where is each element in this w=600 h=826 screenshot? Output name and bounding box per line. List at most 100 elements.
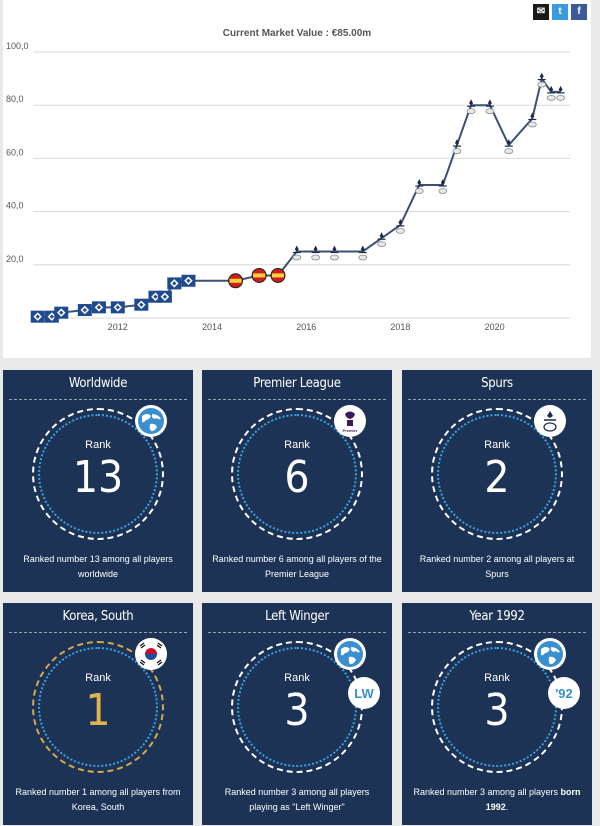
rank-number: 13 xyxy=(72,452,124,503)
rank-desc-bold: born 1992 xyxy=(485,787,581,812)
rank-label: Rank xyxy=(85,672,111,684)
rank-label: Rank xyxy=(284,439,310,451)
rank-label: Rank xyxy=(484,439,510,451)
share-mail-button[interactable]: ✉ xyxy=(533,4,549,20)
data-point-hsv-crest xyxy=(110,301,125,314)
x-tick-label: 2014 xyxy=(202,322,222,332)
rank-number: 6 xyxy=(284,452,310,503)
rank-description: Ranked number 2 among all players at Spu… xyxy=(419,554,575,579)
rank-tile-2: Spurs Rank 2 Ranked number 2 among all p… xyxy=(402,370,592,592)
rank-label: Rank xyxy=(484,672,510,684)
data-point-spurs-crest xyxy=(438,179,448,194)
data-point-spurs-crest xyxy=(377,232,386,248)
divider xyxy=(9,632,187,633)
x-tick-label: 2016 xyxy=(296,322,316,332)
data-point-spurs-crest xyxy=(466,99,476,115)
data-point-spurs-crest xyxy=(414,179,424,194)
share-facebook-button[interactable]: f xyxy=(571,4,587,20)
rank-tile-5: Year 1992 Rank 3 Ranked number 3 among a… xyxy=(402,603,592,825)
spurs-crest xyxy=(534,405,566,437)
rank-tile-title: Korea, South xyxy=(62,609,134,624)
rank-tile-title: Year 1992 xyxy=(469,609,525,624)
share-bar: ✉ t f xyxy=(533,4,587,20)
rank-ring-inner xyxy=(38,647,158,767)
data-point-hsv-crest xyxy=(167,277,182,290)
data-point-hsv-crest xyxy=(77,304,92,317)
rank-ring-inner xyxy=(437,414,557,534)
globe-icon xyxy=(334,638,366,670)
x-tick-label: 2020 xyxy=(485,322,505,332)
data-point-spurs-crest xyxy=(396,218,405,234)
data-point-spurs-crest xyxy=(556,85,565,101)
svg-text:Premier: Premier xyxy=(343,428,358,433)
rank-badge-label: LW xyxy=(348,677,380,709)
globe-icon xyxy=(534,638,566,670)
rank-label: Rank xyxy=(284,672,310,684)
x-tick-label: 2012 xyxy=(108,322,128,332)
rank-ring-outer xyxy=(32,641,164,773)
rank-tile-1: Premier League Rank 6 Premier Ranked num… xyxy=(202,370,392,592)
rank-description: Ranked number 6 among all players of the… xyxy=(212,554,382,579)
x-tick-label: 2018 xyxy=(390,322,410,332)
rank-number: 3 xyxy=(484,685,510,736)
share-twitter-button[interactable]: t xyxy=(552,4,568,20)
y-tick-label: 100,0 xyxy=(6,41,29,51)
data-point-hsv-crest xyxy=(134,298,149,311)
rank-tile-title: Left Winger xyxy=(265,609,329,624)
divider xyxy=(208,399,386,400)
rank-ring-outer xyxy=(431,408,563,540)
chart-title: Current Market Value : €85.00m xyxy=(222,28,372,39)
globe-icon xyxy=(135,405,167,437)
rank-ring-inner xyxy=(38,414,158,534)
rank-ring-outer xyxy=(32,408,164,540)
rank-tile-title: Worldwide xyxy=(68,376,128,391)
data-point-hsv-crest xyxy=(54,306,69,319)
y-tick-label: 20,0 xyxy=(6,254,24,264)
data-point-spurs-crest xyxy=(452,139,462,154)
data-point-spurs-crest xyxy=(537,72,547,88)
divider xyxy=(408,399,586,400)
data-point-spurs-crest xyxy=(485,99,495,115)
rank-tile-title: Spurs xyxy=(481,376,513,391)
premier-league-logo: Premier xyxy=(334,405,366,437)
data-point-spurs-crest xyxy=(311,245,321,261)
divider xyxy=(408,632,586,633)
rank-description: Ranked number 1 among all players from K… xyxy=(15,787,181,812)
rank-number: 3 xyxy=(284,685,310,736)
data-point-spurs-crest xyxy=(330,245,339,261)
rank-ring-inner xyxy=(237,414,357,534)
divider xyxy=(208,632,386,633)
rank-description: Ranked number 13 among all players world… xyxy=(23,554,173,579)
rank-label: Rank xyxy=(85,439,111,451)
data-point-spurs-crest xyxy=(358,245,368,261)
market-value-chart-panel: ✉ t f Current Market Value : €85.00m 100… xyxy=(3,0,591,358)
series-line xyxy=(37,76,561,318)
data-point-hsv-crest xyxy=(30,310,45,323)
rank-tile-0: Worldwide Rank 13 Ranked number 13 among… xyxy=(3,370,193,592)
divider xyxy=(9,399,187,400)
rank-tile-title: Premier League xyxy=(253,376,341,391)
data-point-spurs-crest xyxy=(546,85,556,101)
y-tick-label: 60,0 xyxy=(6,147,24,157)
rank-description: Ranked number 3 among all players born 1… xyxy=(413,787,581,812)
rank-number: 2 xyxy=(484,452,510,503)
y-tick-label: 40,0 xyxy=(6,201,24,211)
data-point-hsv-crest xyxy=(157,290,172,303)
data-point-spurs-crest xyxy=(504,139,514,154)
data-point-b04-crest xyxy=(228,273,244,289)
rank-description: Ranked number 3 among all players playin… xyxy=(224,787,370,812)
rank-badge-label: '92 xyxy=(548,677,580,709)
rank-tile-3: Korea, South Rank 1 Ranked number 1 amon… xyxy=(3,603,193,825)
data-point-spurs-crest xyxy=(527,112,537,128)
market-value-chart: 100,0 80,0 60,0 40,0 20,0 2012 2014 2016 2018 202… xyxy=(6,41,570,332)
data-point-hsv-crest xyxy=(91,301,106,314)
korea-flag xyxy=(135,638,167,670)
data-point-spurs-crest xyxy=(292,245,302,261)
data-point-b04-crest xyxy=(270,267,286,283)
rank-tile-4: Left Winger Rank 3 Ranked number 3 among… xyxy=(202,603,392,825)
rank-ring-outer xyxy=(231,408,363,540)
data-point-b04-crest xyxy=(251,267,267,283)
y-tick-label: 80,0 xyxy=(6,94,24,104)
rank-number: 1 xyxy=(85,685,111,736)
